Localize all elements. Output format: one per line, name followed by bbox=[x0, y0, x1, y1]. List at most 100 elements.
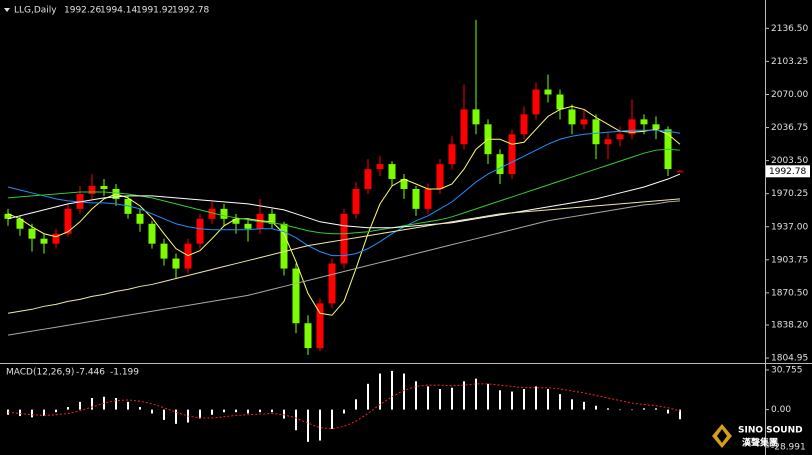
y-tick-label: 1937.00 bbox=[771, 222, 808, 232]
macd-bar bbox=[451, 387, 453, 410]
macd-bar bbox=[547, 388, 549, 410]
candle-body bbox=[292, 268, 300, 324]
y-tick-label: 2036.75 bbox=[771, 123, 808, 133]
indicator-value: -1.199 bbox=[110, 368, 139, 378]
candle-body bbox=[40, 238, 48, 244]
candle-body bbox=[4, 213, 12, 219]
macd-bar bbox=[355, 399, 357, 410]
header-high: 1994.14 bbox=[100, 6, 137, 16]
logo-name: SINO SOUND bbox=[738, 426, 803, 436]
moving-average bbox=[7, 173, 681, 229]
candle-body bbox=[220, 208, 228, 219]
macd-bar bbox=[499, 390, 501, 410]
macd-bar bbox=[151, 409, 153, 414]
macd-bar bbox=[583, 401, 585, 410]
macd-bar bbox=[31, 409, 33, 418]
candle-body bbox=[388, 164, 396, 180]
macd-bar bbox=[79, 401, 81, 410]
candle-body bbox=[340, 213, 348, 264]
candle-body bbox=[424, 188, 432, 209]
macd-bar bbox=[403, 373, 405, 410]
candle-body bbox=[304, 323, 312, 349]
y-tick-label: 1970.25 bbox=[771, 189, 808, 199]
header-low: 1991.92 bbox=[136, 6, 173, 16]
candle-body bbox=[676, 171, 684, 173]
macd-bar bbox=[595, 405, 597, 410]
macd-bar bbox=[271, 409, 273, 413]
indicator-value: -7.446 bbox=[76, 368, 105, 378]
macd-bar bbox=[115, 398, 117, 410]
macd-bar bbox=[559, 394, 561, 410]
candle-body bbox=[604, 139, 612, 145]
moving-average bbox=[7, 148, 681, 235]
macd-bar bbox=[295, 409, 297, 431]
candle-body bbox=[544, 89, 552, 95]
macd-bar bbox=[175, 409, 177, 424]
macd-bar bbox=[655, 408, 657, 410]
y2-tick-label: 0.00 bbox=[771, 405, 791, 415]
macd-bar bbox=[319, 409, 321, 441]
macd-bar bbox=[211, 409, 213, 415]
macd-bar bbox=[415, 381, 417, 410]
candle-body bbox=[64, 208, 72, 234]
macd-bar bbox=[511, 391, 513, 410]
macd-bar bbox=[163, 409, 165, 420]
macd-bar bbox=[571, 399, 573, 410]
candle-body bbox=[316, 303, 324, 349]
macd-bar bbox=[379, 373, 381, 410]
y2-tick-label: 30.755 bbox=[771, 365, 803, 375]
macd-bar bbox=[679, 409, 681, 420]
candle-body bbox=[268, 213, 276, 224]
candle-body bbox=[412, 188, 420, 209]
moving-average bbox=[7, 105, 681, 316]
macd-bar bbox=[475, 378, 477, 410]
candle-body bbox=[436, 164, 444, 189]
candle-body bbox=[532, 89, 540, 115]
candle-body bbox=[520, 114, 528, 135]
candle-body bbox=[376, 164, 384, 170]
header-close: 1992.78 bbox=[172, 6, 209, 16]
macd-bar bbox=[643, 408, 645, 410]
candle-body bbox=[592, 119, 600, 145]
candle-body bbox=[100, 185, 108, 189]
y-tick-label: 2136.50 bbox=[771, 24, 808, 34]
macd-bar bbox=[667, 409, 669, 414]
candle-body bbox=[16, 218, 24, 229]
indicator-label: MACD(12,26,9) bbox=[6, 368, 74, 378]
candle-body bbox=[232, 218, 240, 224]
candle-body bbox=[400, 179, 408, 189]
macd-bar bbox=[235, 409, 237, 413]
macd-bar bbox=[67, 407, 69, 410]
candle-body bbox=[460, 109, 468, 145]
candle-body bbox=[628, 119, 636, 135]
candle-body bbox=[88, 185, 96, 194]
macd-bar bbox=[427, 386, 429, 410]
macd-bar bbox=[391, 370, 393, 410]
candle-body bbox=[508, 134, 516, 175]
candle-body bbox=[280, 223, 288, 269]
moving-average bbox=[7, 129, 681, 257]
candle-body bbox=[148, 223, 156, 244]
candle-body bbox=[208, 208, 216, 219]
candle-body bbox=[448, 144, 456, 165]
macd-bar bbox=[247, 409, 249, 414]
candle-body bbox=[580, 119, 588, 125]
y2-tick-label: -28.991 bbox=[771, 442, 806, 452]
macd-bar bbox=[535, 386, 537, 410]
collapse-arrow bbox=[4, 8, 10, 12]
macd-bar bbox=[607, 408, 609, 410]
macd-bar bbox=[631, 409, 633, 411]
y-tick-label: 2003.50 bbox=[771, 156, 808, 166]
macd-bar bbox=[463, 381, 465, 410]
y-tick-label: 1838.20 bbox=[771, 321, 808, 331]
logo: SINO SOUND 漢聲集團 bbox=[712, 424, 803, 449]
y-tick-label: 1870.50 bbox=[771, 288, 808, 298]
header-open: 1992.26 bbox=[64, 6, 101, 16]
candle-body bbox=[196, 218, 204, 244]
chart-title: LLG,Daily bbox=[14, 6, 57, 16]
macd-bar bbox=[367, 383, 369, 410]
candle-body bbox=[568, 109, 576, 125]
logo-subtitle: 漢聲集團 bbox=[742, 437, 778, 449]
candle-body bbox=[244, 223, 252, 229]
